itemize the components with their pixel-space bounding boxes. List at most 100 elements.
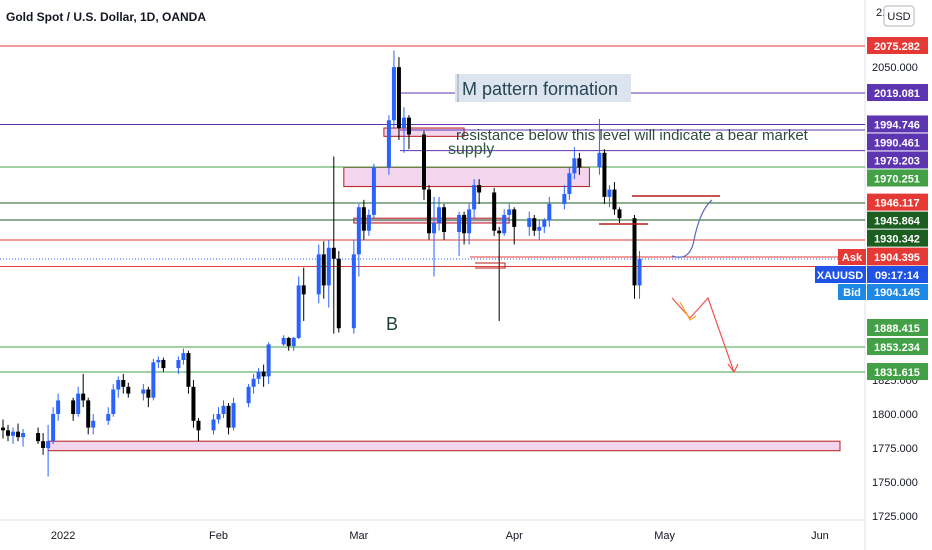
candle-body[interactable] [572, 158, 577, 174]
candle-body[interactable] [316, 254, 321, 295]
candle-body[interactable] [562, 193, 567, 204]
mid-zone[interactable] [353, 217, 510, 224]
candle-body[interactable] [161, 359, 166, 369]
price-axis[interactable]: 2050.0001825.0001800.0001775.0001750.000… [872, 62, 918, 523]
candle-body[interactable] [637, 258, 642, 286]
candle-body[interactable] [477, 185, 482, 193]
candle-body[interactable] [602, 152, 607, 197]
candle-body[interactable] [141, 389, 146, 394]
candle-body[interactable] [422, 134, 427, 190]
candle-body[interactable] [497, 230, 502, 234]
candle-body[interactable] [291, 337, 296, 347]
candle-body[interactable] [256, 371, 261, 379]
pattern-note-text[interactable]: M pattern formation [462, 79, 618, 99]
pattern-note-box[interactable] [455, 74, 631, 102]
candle-body[interactable] [56, 400, 61, 414]
candle-body[interactable] [401, 117, 406, 129]
candle-body[interactable] [632, 218, 637, 286]
candle-body[interactable] [612, 189, 617, 210]
candle-body[interactable] [91, 420, 96, 428]
candle-body[interactable] [261, 371, 266, 377]
candle-body[interactable] [151, 362, 156, 398]
candle-body[interactable] [21, 433, 26, 438]
candle-body[interactable] [186, 353, 191, 387]
candle-body[interactable] [6, 430, 11, 436]
candle-body[interactable] [567, 173, 572, 194]
candle-body[interactable] [76, 393, 81, 414]
bear-projection[interactable] [671, 296, 735, 373]
candle-body[interactable] [391, 67, 396, 121]
bounce-curve[interactable] [671, 199, 713, 258]
candle-body[interactable] [46, 441, 51, 448]
candle-body[interactable] [542, 220, 547, 227]
candle-body[interactable] [527, 218, 532, 227]
candle-body[interactable] [216, 414, 221, 420]
candle-body[interactable] [442, 207, 447, 232]
candle-body[interactable] [36, 433, 41, 442]
candle-body[interactable] [286, 337, 291, 347]
candle-body[interactable] [361, 207, 366, 231]
candle-body[interactable] [472, 185, 477, 210]
candle-body[interactable] [406, 117, 411, 135]
candle-body[interactable] [462, 214, 467, 234]
resistance-note-text[interactable]: resistance below this level will indicat… [456, 127, 809, 144]
candle-body[interactable] [126, 386, 131, 394]
candle-body[interactable] [537, 226, 542, 231]
supply-label[interactable]: supply [448, 141, 494, 158]
candle-body[interactable] [211, 419, 216, 431]
candle-body[interactable] [41, 441, 46, 448]
candle-body[interactable] [331, 247, 336, 259]
candle-body[interactable] [71, 400, 76, 414]
candle-body[interactable] [121, 380, 126, 387]
demand-zone[interactable] [47, 440, 841, 452]
candle-body[interactable] [146, 389, 151, 398]
candle-body[interactable] [386, 120, 391, 168]
candle-body[interactable] [281, 337, 286, 345]
candle-body[interactable] [321, 254, 326, 286]
candle-body[interactable] [547, 203, 552, 221]
candle-body[interactable] [81, 393, 86, 401]
candle-body[interactable] [176, 359, 181, 369]
candle-body[interactable] [512, 209, 517, 227]
time-axis[interactable]: 2022 Feb Mar Apr May Jun [51, 530, 829, 542]
candle-body[interactable] [16, 431, 21, 438]
candle-body[interactable] [266, 344, 271, 377]
candle-body[interactable] [507, 209, 512, 215]
candle-body[interactable] [502, 214, 507, 234]
supply-zone[interactable] [343, 166, 590, 188]
candle-body[interactable] [296, 285, 301, 338]
candle-body[interactable] [1, 427, 5, 431]
candle-body[interactable] [356, 207, 361, 255]
candle-body[interactable] [251, 378, 256, 387]
candle-body[interactable] [51, 414, 56, 442]
candle-body[interactable] [577, 158, 582, 168]
b-label[interactable]: B [386, 314, 398, 334]
candle-body[interactable] [86, 400, 91, 428]
candle-body[interactable] [351, 254, 356, 329]
candle-body[interactable] [607, 189, 612, 197]
candle-body[interactable] [366, 214, 371, 231]
candle-body[interactable] [396, 67, 401, 129]
currency-button[interactable] [883, 5, 915, 27]
candle-body[interactable] [617, 209, 622, 219]
candle-body[interactable] [11, 431, 16, 436]
candle-body[interactable] [116, 380, 121, 390]
candle-body[interactable] [111, 389, 116, 414]
candle-body[interactable] [221, 405, 226, 414]
candle-body[interactable] [156, 359, 161, 363]
candle-body[interactable] [371, 167, 376, 215]
candle-body[interactable] [492, 192, 497, 231]
candle-body[interactable] [106, 414, 111, 421]
candle-body[interactable] [231, 403, 236, 428]
candle-body[interactable] [326, 247, 331, 286]
candle-body[interactable] [196, 420, 201, 431]
candle-body[interactable] [432, 223, 437, 234]
candle-body[interactable] [181, 353, 186, 360]
currency-label[interactable]: USD [887, 11, 910, 23]
candle-body[interactable] [457, 214, 462, 232]
candle-body[interactable] [246, 386, 251, 404]
candle-body[interactable] [597, 152, 602, 168]
candle-body[interactable] [427, 189, 432, 234]
candle-body[interactable] [301, 285, 306, 295]
